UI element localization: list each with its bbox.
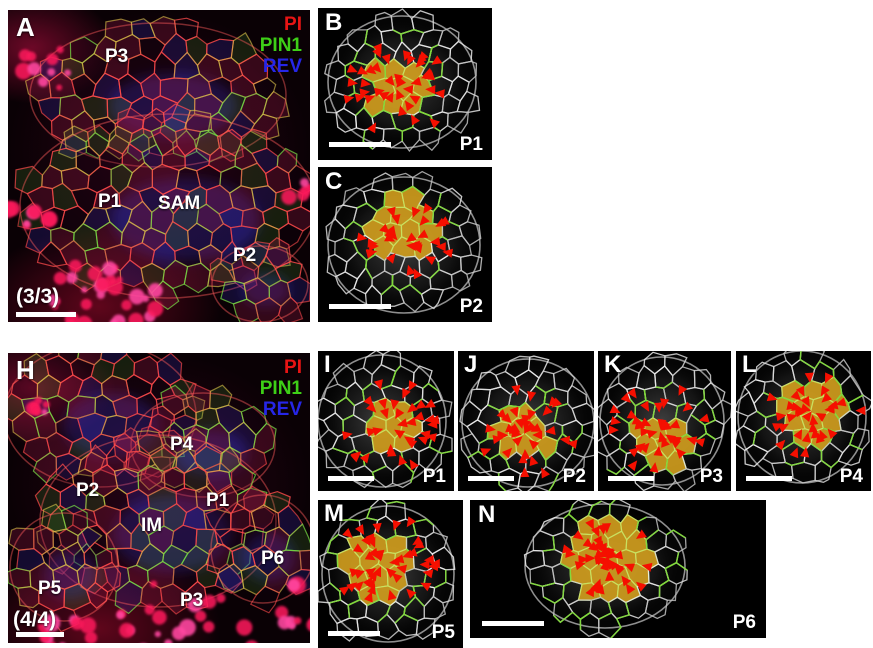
panel-m: M P5: [318, 500, 463, 648]
panel-c-meristem-image: [325, 170, 483, 314]
panel-letter: A: [16, 12, 35, 42]
panel-letter: N: [478, 501, 496, 528]
panel-j: J P2: [458, 351, 594, 491]
annotation-p2: P2: [233, 245, 257, 266]
scale-bar: [746, 476, 792, 481]
scale-bar: [329, 142, 391, 147]
panel-j-meristem-image: [459, 355, 594, 491]
annotation-p3: P3: [105, 46, 129, 67]
primordium-tag: P1: [459, 134, 483, 155]
channel-legend: PI PIN1 REV: [260, 14, 302, 77]
panel-letter: J: [464, 351, 478, 378]
legend-pin1: PIN1: [259, 35, 302, 56]
annotation-p5: P5: [38, 578, 62, 599]
panel-letter: L: [742, 351, 757, 378]
panel-a: A PI PIN1 REV P3 P1 SAM P2 (3/3): [8, 10, 310, 322]
panel-i: I P1: [318, 351, 454, 491]
panel-letter: M: [324, 500, 344, 527]
panel-h-meristem-image: [8, 353, 310, 643]
primordium-tag: P6: [732, 612, 756, 633]
annotation-p6: P6: [261, 548, 285, 569]
legend-pi: PI: [284, 357, 302, 378]
annotation-p3: P3: [180, 590, 204, 611]
panel-n-meristem-image: [523, 500, 688, 638]
scale-bar: [328, 631, 380, 636]
panel-m-meristem-image: [318, 500, 456, 643]
annotation-sam: SAM: [158, 193, 201, 214]
legend-rev: REV: [262, 399, 302, 420]
sample-count: (4/4): [13, 608, 57, 631]
scale-bar: [482, 621, 544, 626]
scale-bar: [328, 476, 374, 481]
panel-letter: B: [325, 9, 343, 36]
panel-letter: H: [16, 355, 35, 385]
panel-k-meristem-image: [598, 351, 731, 491]
annotation-p4: P4: [170, 434, 194, 455]
annotation-p1: P1: [206, 490, 230, 511]
channel-legend: PI PIN1 REV: [260, 357, 302, 420]
primordium-tag: P2: [562, 466, 586, 487]
primordium-tag: P5: [431, 622, 455, 643]
panel-l-meristem-image: [736, 351, 871, 484]
panel-b: B P1: [318, 8, 492, 160]
legend-rev: REV: [262, 56, 302, 77]
primordium-tag: P4: [839, 466, 863, 487]
primordium-tag: P1: [422, 466, 446, 487]
panel-h: H PI PIN1 REV P4 P2 P1 IM P6 P5 P3 (4/4): [8, 353, 310, 643]
panel-b-meristem-image: [323, 8, 481, 153]
panel-letter: I: [324, 351, 331, 378]
panel-letter: C: [325, 168, 343, 195]
annotation-p2: P2: [76, 480, 100, 501]
primordium-tag: P2: [459, 296, 483, 317]
panel-letter: K: [604, 351, 622, 378]
panel-i-meristem-image: [318, 351, 453, 489]
scale-bar: [16, 632, 64, 637]
legend-pin1: PIN1: [259, 378, 302, 399]
panel-a-meristem-image: [8, 15, 310, 322]
sample-count: (3/3): [16, 285, 60, 308]
scale-bar: [329, 304, 391, 309]
scale-bar: [468, 476, 514, 481]
panel-k: K P3: [598, 351, 731, 491]
annotation-im: IM: [141, 515, 163, 536]
scale-bar: [16, 312, 76, 317]
panel-c: C P2: [318, 167, 492, 322]
legend-pi: PI: [284, 14, 302, 35]
scale-bar: [608, 476, 654, 481]
primordium-tag: P3: [699, 466, 723, 487]
panel-n: N P6: [470, 500, 766, 638]
annotation-p1: P1: [98, 191, 122, 212]
panel-l: L P4: [736, 351, 871, 491]
